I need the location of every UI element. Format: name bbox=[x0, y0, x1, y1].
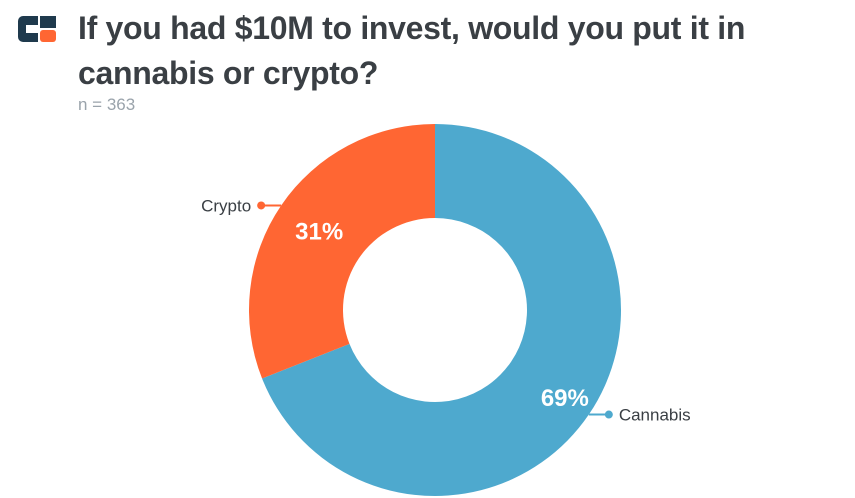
category-label-crypto: Crypto bbox=[201, 196, 251, 215]
leader-dot-cannabis bbox=[604, 410, 613, 419]
company-logo-icon bbox=[18, 16, 56, 42]
leader-dot-crypto bbox=[257, 201, 266, 210]
data-label-crypto: 31% bbox=[295, 218, 343, 245]
chart-subtitle: n = 363 bbox=[78, 95, 136, 114]
data-label-cannabis: 69% bbox=[541, 385, 589, 412]
chart-title: If you had $10M to invest, would you put… bbox=[78, 10, 746, 91]
slice-cannabis bbox=[262, 124, 622, 496]
slice-crypto bbox=[249, 124, 435, 379]
category-label-cannabis: Cannabis bbox=[619, 406, 691, 425]
